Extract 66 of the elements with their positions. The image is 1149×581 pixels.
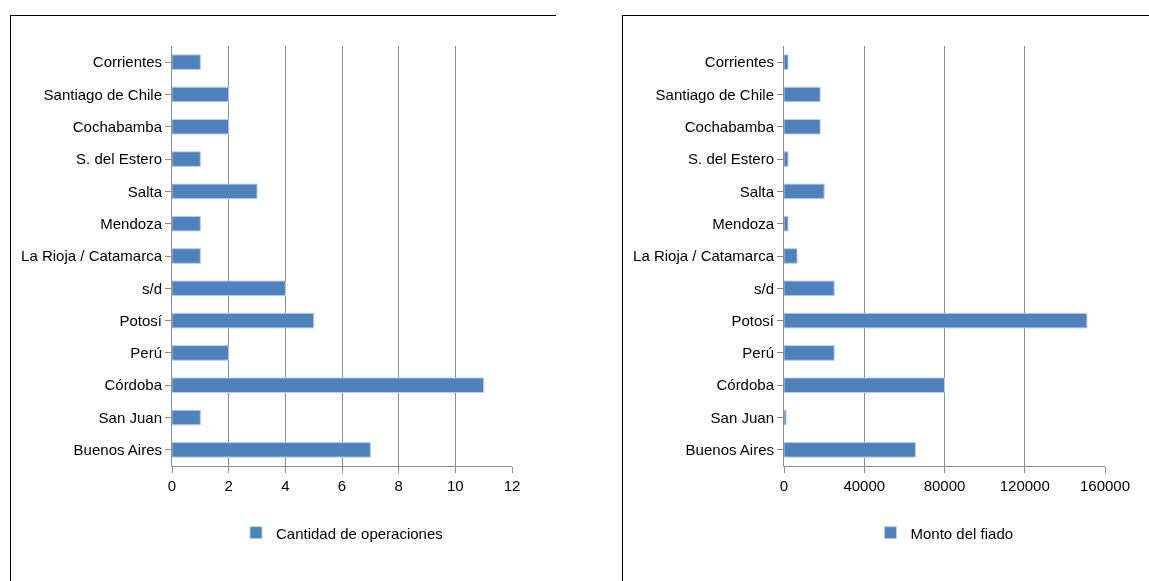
bar: [172, 345, 230, 361]
y-tick-label: La Rioja / Catamarca: [633, 247, 775, 265]
y-tick-label: Córdoba: [716, 376, 775, 394]
y-tick-label: s/d: [753, 279, 774, 297]
x-tick-label: 6: [337, 477, 347, 494]
y-tick-label: Potosí: [731, 311, 775, 329]
bar: [784, 54, 789, 70]
bar: [784, 377, 945, 393]
bar: [172, 312, 315, 329]
bar: [784, 151, 789, 167]
legend-label: Monto del fiado: [910, 524, 1014, 542]
bar: [172, 377, 485, 393]
y-tick-label: Cochabamba: [684, 118, 775, 136]
x-tick-label: 80000: [923, 477, 966, 494]
bar: [172, 215, 201, 232]
y-tick-label: Corrientes: [92, 53, 162, 71]
bar: [172, 119, 230, 135]
legend-label: Cantidad de operaciones: [276, 524, 443, 542]
bar: [172, 54, 201, 70]
y-tick-label: Potosí: [119, 311, 163, 329]
y-tick-label: San Juan: [710, 408, 774, 426]
bar: [784, 280, 835, 297]
y-tick-label: Salta: [127, 182, 163, 200]
x-tick-label: 160000: [1079, 477, 1131, 494]
x-tick-label: 40000: [843, 477, 886, 494]
bar: [172, 86, 230, 103]
x-tick-label: 8: [394, 477, 403, 494]
bar: [172, 183, 258, 200]
bar: [172, 442, 371, 458]
y-tick-label: Córdoba: [104, 376, 163, 394]
y-tick-label: Cochabamba: [72, 118, 163, 136]
bar: [784, 312, 1088, 329]
y-tick-label: Perú: [130, 344, 162, 362]
y-tick-label: Santiago de Chile: [43, 85, 162, 103]
bar: [784, 345, 835, 361]
x-tick-label: 0: [779, 477, 789, 494]
x-tick-label: 2: [224, 477, 233, 494]
y-tick-label: S. del Estero: [76, 150, 162, 168]
bar: [784, 119, 821, 135]
y-tick-label: Mendoza: [100, 214, 163, 232]
bar: [784, 442, 916, 458]
x-tick-label: 10: [446, 477, 464, 494]
bar: [784, 248, 798, 264]
y-tick-label: Buenos Aires: [685, 441, 774, 459]
bar: [172, 280, 286, 297]
x-tick-label: 120000: [999, 477, 1050, 494]
bar: [784, 215, 789, 232]
y-tick-label: s/d: [141, 279, 162, 297]
y-tick-label: Buenos Aires: [73, 441, 162, 459]
bar: [784, 409, 787, 426]
y-tick-label: San Juan: [98, 408, 162, 426]
bar: [172, 409, 201, 426]
y-tick-label: La Rioja / Catamarca: [21, 247, 163, 265]
y-tick-label: S. del Estero: [688, 150, 774, 168]
y-tick-label: Corrientes: [704, 53, 774, 71]
y-tick-label: Salta: [739, 182, 775, 200]
y-tick-label: Perú: [742, 344, 774, 362]
bar: [172, 151, 201, 167]
bar: [784, 183, 825, 200]
bar: [784, 86, 821, 103]
x-tick-label: 4: [281, 477, 290, 494]
y-tick-label: Mendoza: [712, 214, 775, 232]
x-tick-label: 12: [503, 477, 521, 494]
y-tick-label: Santiago de Chile: [655, 85, 774, 103]
bar: [172, 248, 201, 264]
x-tick-label: 0: [167, 477, 177, 494]
